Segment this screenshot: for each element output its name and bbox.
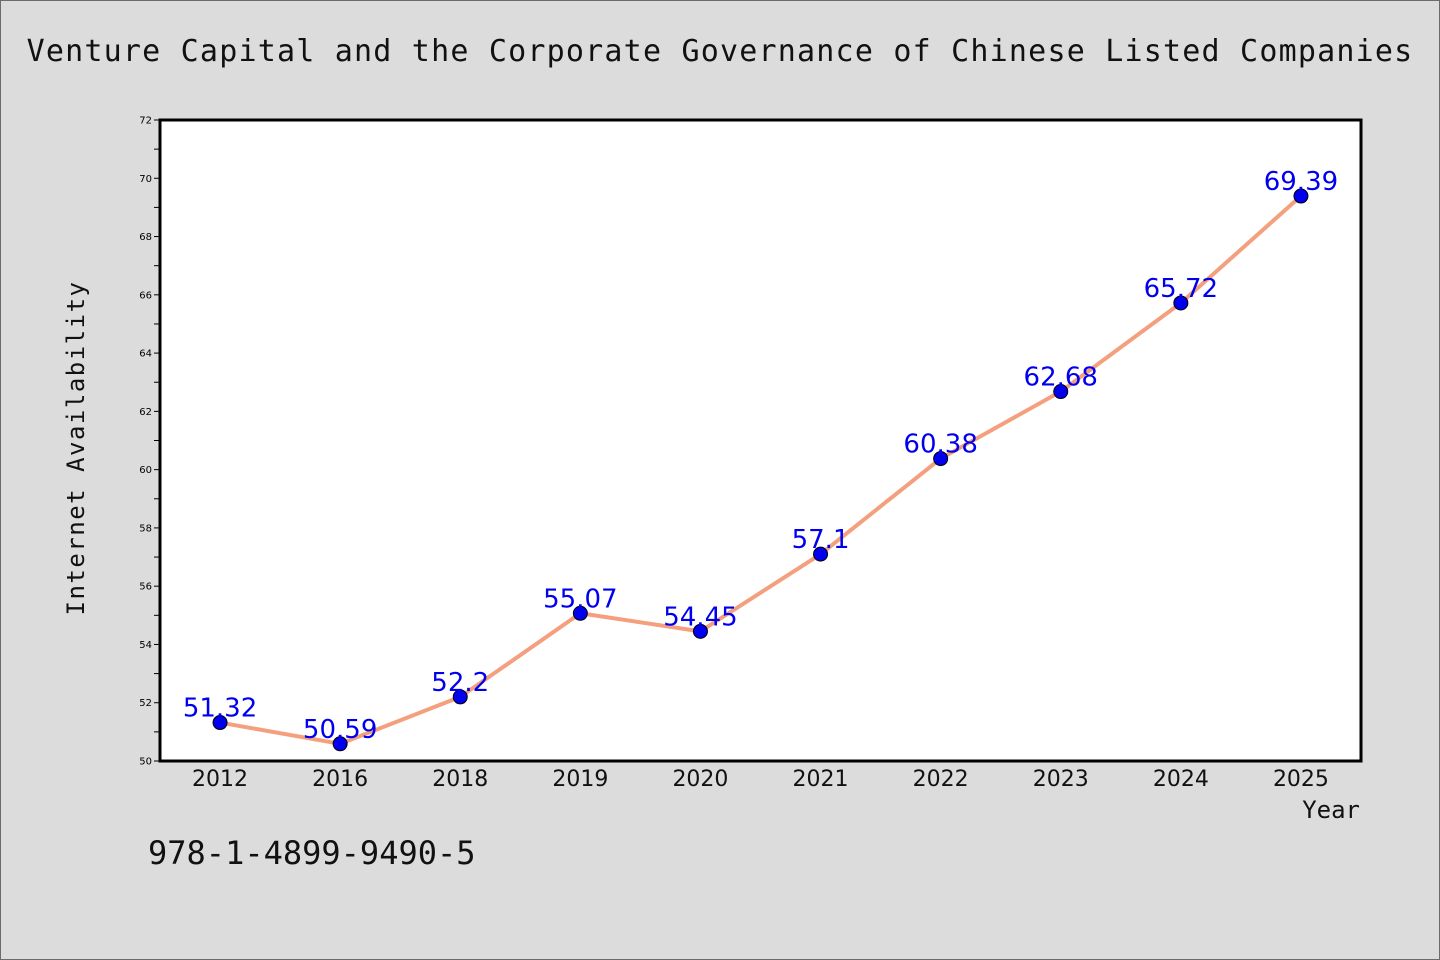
x-tick-label: 2018 — [432, 767, 488, 792]
y-tick-label: 58 — [139, 523, 152, 534]
data-point — [212, 715, 228, 731]
x-axis-ticks: 2012 2016 2018 2019 2020 2021 2022 2023 2024 2025 — [192, 767, 1329, 792]
data-point — [692, 623, 708, 639]
y-tick-label: 62 — [139, 407, 152, 418]
data-point — [813, 546, 829, 562]
y-tick-label: 70 — [139, 174, 152, 185]
data-point — [933, 451, 949, 467]
y-tick-label: 66 — [139, 290, 152, 301]
y-tick-label: 56 — [139, 582, 152, 593]
y-tick-label: 60 — [139, 465, 152, 476]
x-axis-label: Year — [1302, 796, 1360, 824]
data-point — [1053, 384, 1069, 400]
data-label: 51.32 — [183, 694, 257, 724]
data-label: 50.59 — [303, 715, 377, 745]
data-label: 60.38 — [903, 430, 977, 460]
data-point — [572, 605, 588, 621]
y-tick-label: 50 — [139, 757, 152, 768]
x-tick-label: 2021 — [793, 767, 849, 792]
x-tick-label: 2023 — [1033, 767, 1089, 792]
data-label: 54.45 — [663, 602, 737, 632]
data-markers — [212, 188, 1309, 752]
x-tick-label: 2019 — [552, 767, 608, 792]
x-tick-label: 2022 — [913, 767, 969, 792]
chart-title: Venture Capital and the Corporate Govern… — [26, 34, 1414, 69]
data-point — [452, 689, 468, 705]
y-tick-label: 54 — [139, 640, 152, 651]
data-point — [332, 736, 348, 752]
isbn-text: 978-1-4899-9490-5 — [148, 834, 476, 872]
x-tick-label: 2020 — [672, 767, 728, 792]
x-tick-label: 2016 — [312, 767, 368, 792]
x-tick-label: 2024 — [1153, 767, 1209, 792]
data-labels: 51.32 50.59 52.2 55.07 54.45 57.1 60.38 62.68 65… — [183, 167, 1338, 745]
y-tick-label: 52 — [139, 698, 152, 709]
data-label: 69.39 — [1264, 167, 1338, 197]
data-label: 55.07 — [543, 584, 617, 614]
data-label: 62.68 — [1024, 363, 1098, 393]
series-line — [219, 194, 1303, 746]
data-point — [1293, 188, 1309, 204]
plot-area — [158, 118, 1363, 763]
data-label: 52.2 — [431, 668, 489, 698]
y-tick-label: 68 — [139, 232, 152, 243]
x-tick-label: 2012 — [192, 767, 248, 792]
y-tick-label: 72 — [139, 116, 152, 127]
x-tick-label: 2025 — [1273, 767, 1329, 792]
data-label: 65.72 — [1144, 274, 1218, 304]
data-label: 57.1 — [792, 525, 850, 555]
data-point — [1173, 295, 1189, 311]
y-axis-ticks: 50 52 54 56 58 60 62 64 66 68 70 72 — [139, 116, 160, 768]
y-tick-label: 64 — [139, 349, 152, 360]
